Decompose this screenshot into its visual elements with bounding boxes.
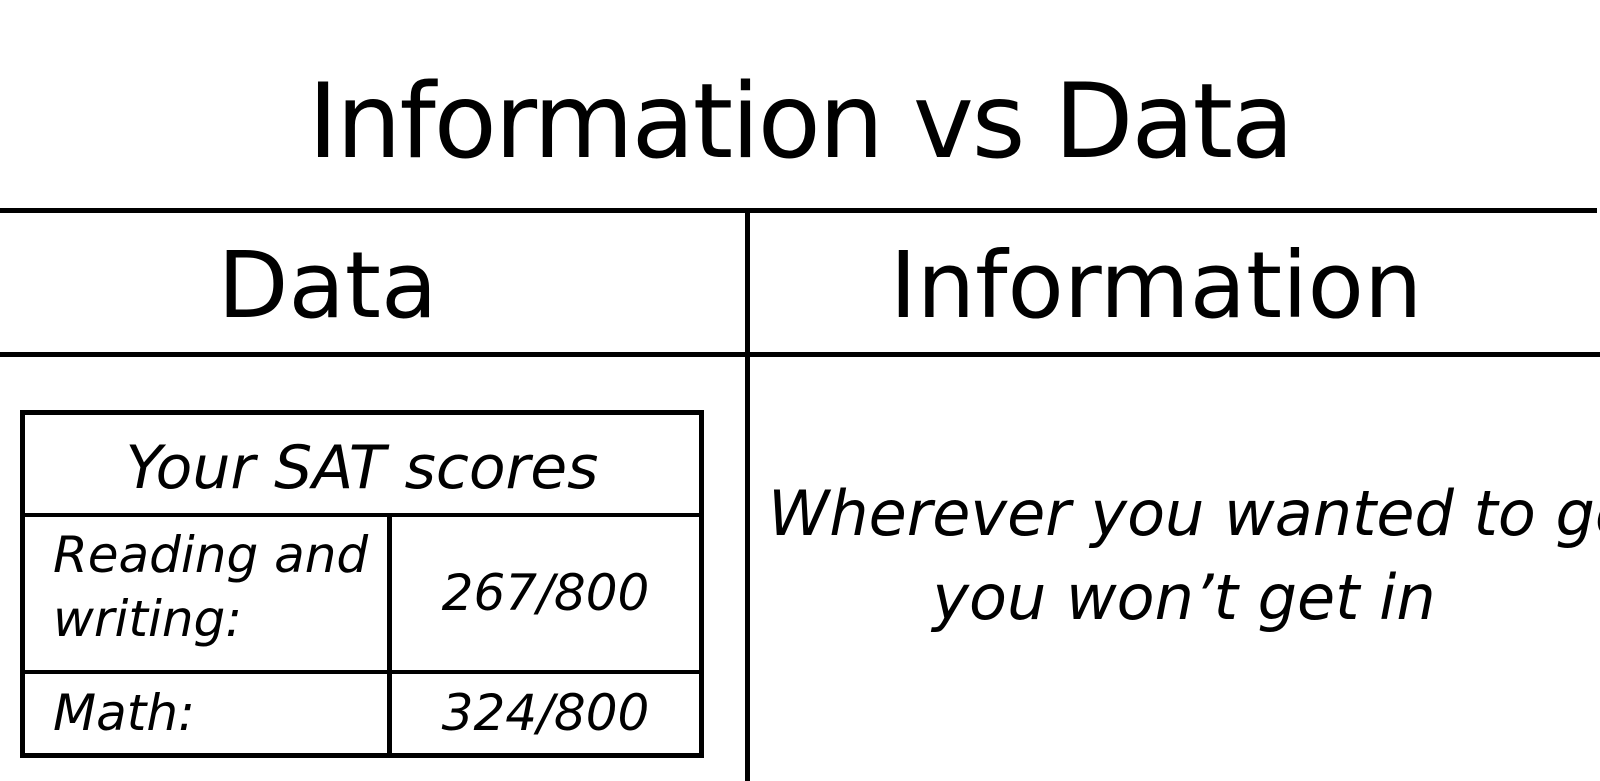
header-top-divider xyxy=(0,208,1597,213)
information-statement: Wherever you wanted to go, you won’t get… xyxy=(768,472,1600,640)
sat-scores-table: Your SAT scores Reading and writing: 267… xyxy=(20,410,704,758)
table-column-divider xyxy=(387,517,392,753)
information-line-2: you won’t get in xyxy=(932,561,1436,634)
math-score: 324/800 xyxy=(441,684,650,742)
header-bottom-divider xyxy=(0,352,1600,357)
data-column-header: Data xyxy=(217,232,438,339)
reading-writing-label: Reading and writing: xyxy=(53,523,368,651)
reading-writing-score: 267/800 xyxy=(441,564,650,622)
math-label: Math: xyxy=(53,684,195,742)
information-line-1: Wherever you wanted to go, xyxy=(768,477,1600,550)
table-header-divider xyxy=(25,513,699,517)
reading-writing-label-line2: writing: xyxy=(53,590,243,648)
page-title: Information vs Data xyxy=(307,62,1294,182)
column-divider xyxy=(745,210,750,781)
sat-scores-title: Your SAT scores xyxy=(125,433,599,503)
table-row-divider xyxy=(25,670,699,674)
information-column-header: Information xyxy=(889,232,1423,339)
reading-writing-label-line1: Reading and xyxy=(53,526,369,584)
